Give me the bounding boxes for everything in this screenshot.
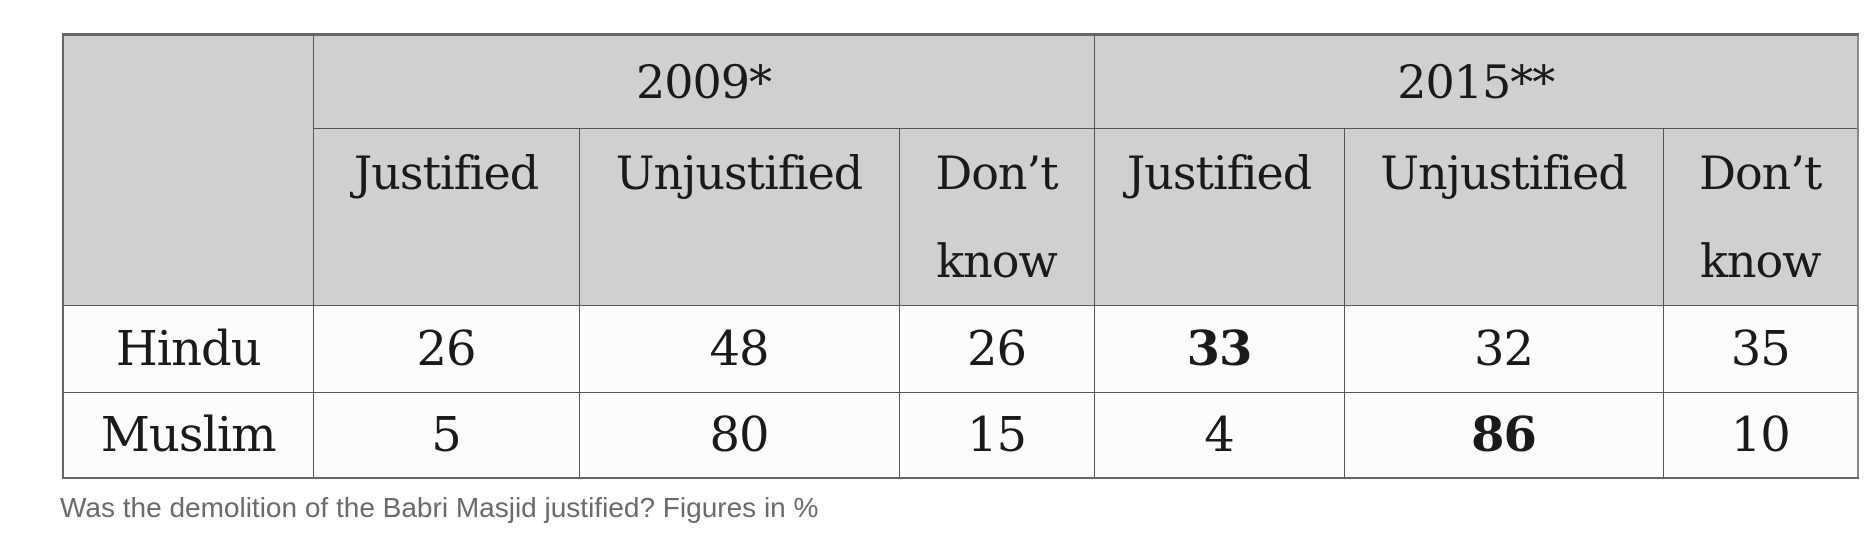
table-cell: 4 xyxy=(1093,392,1345,479)
table-cell: 33 xyxy=(1093,305,1345,393)
year-header: 2015** xyxy=(1093,34,1859,129)
column-header: Don’t know xyxy=(898,128,1095,306)
table-cell: 32 xyxy=(1343,305,1664,393)
table-cell: 15 xyxy=(898,392,1095,479)
row-label: Hindu xyxy=(62,305,314,393)
table-cell: 5 xyxy=(312,392,580,479)
table-cell: 80 xyxy=(578,392,900,479)
column-header: Unjustified xyxy=(578,128,900,306)
table-cell: 86 xyxy=(1343,392,1664,479)
year-header: 2009* xyxy=(312,34,1095,129)
table-caption: Was the demolition of the Babri Masjid j… xyxy=(60,492,819,523)
corner-cell xyxy=(62,34,314,306)
table-cell: 26 xyxy=(898,305,1095,393)
column-header: Don’t know xyxy=(1662,128,1859,306)
column-header: Unjustified xyxy=(1343,128,1664,306)
table-cell: 48 xyxy=(578,305,900,393)
column-header: Justified xyxy=(1093,128,1345,306)
table-cell: 35 xyxy=(1662,305,1859,393)
table-row: Hindu 26 48 26 33 32 35 xyxy=(62,305,1859,393)
column-header: Justified xyxy=(312,128,580,306)
table-cell: 26 xyxy=(312,305,580,393)
row-label: Muslim xyxy=(62,392,314,479)
table-row: Muslim 5 80 15 4 86 10 xyxy=(62,392,1859,479)
survey-table: 2009* 2015** Justified Unjustified Don’t… xyxy=(62,33,1859,479)
table-cell: 10 xyxy=(1662,392,1859,479)
